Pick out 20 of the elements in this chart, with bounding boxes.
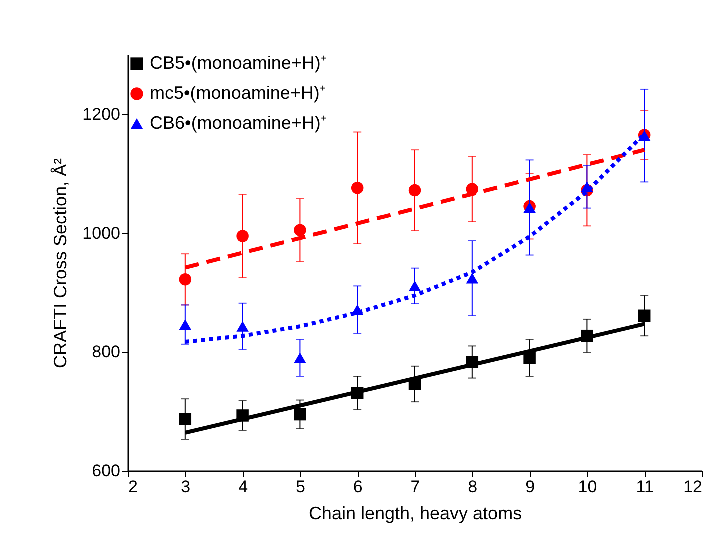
x-tick-label: 10 xyxy=(578,478,598,496)
x-tick-label: 4 xyxy=(238,478,248,496)
x-tick-label: 6 xyxy=(353,478,363,496)
x-tick-label: 3 xyxy=(181,478,191,496)
x-tick-label: 12 xyxy=(684,478,702,496)
x-axis-title: Chain length, heavy atoms xyxy=(308,504,522,524)
legend-label: CB6•(monoamine+H)⁺ xyxy=(150,113,327,133)
y-tick-label: 1000 xyxy=(82,224,120,243)
x-tick-label: 2 xyxy=(128,478,138,496)
x-tick-label: 7 xyxy=(410,478,420,496)
y-tick-label: 600 xyxy=(92,462,120,480)
y-tick-label: 800 xyxy=(92,342,120,362)
x-tick-label: 9 xyxy=(526,478,536,496)
legend-label: mc5•(monoamine+H)⁺ xyxy=(150,83,326,103)
x-tick-label: 11 xyxy=(636,478,654,496)
y-tick-label: 1200 xyxy=(82,104,120,124)
y-axis-title: CRAFTI Cross Section, Å² xyxy=(50,158,71,369)
x-tick-label: 5 xyxy=(296,478,306,496)
legend-label: CB5•(monoamine+H)⁺ xyxy=(150,53,327,73)
x-tick-label: 8 xyxy=(468,478,478,496)
